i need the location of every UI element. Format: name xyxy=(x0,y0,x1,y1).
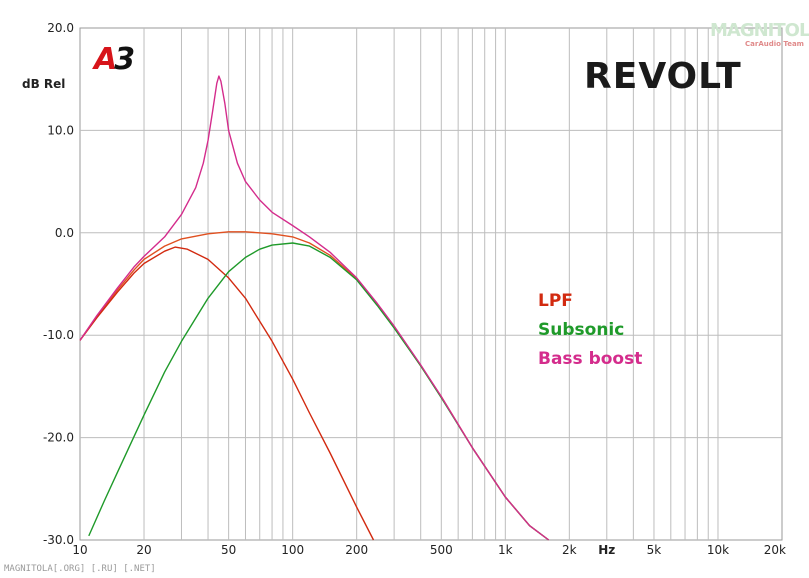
logo-digit: 3 xyxy=(114,42,135,77)
x-tick-label: 500 xyxy=(430,543,453,557)
x-tick-label: Hz xyxy=(598,543,615,557)
legend-item-subsonic: Subsonic xyxy=(538,320,625,340)
x-tick-label: 100 xyxy=(281,543,304,557)
y-tick-label: -10.0 xyxy=(43,328,74,342)
y-tick-label: -20.0 xyxy=(43,431,74,445)
x-tick-label: 200 xyxy=(345,543,368,557)
x-tick-label: 1k xyxy=(498,543,513,557)
legend: LPF Subsonic Bass boost xyxy=(538,287,642,374)
x-tick-label: 50 xyxy=(221,543,236,557)
y-axis-ticks: 20.0 10.0 0.0 -10.0 -20.0 -30.0 xyxy=(43,21,74,547)
curve-bass-boost xyxy=(79,75,550,541)
logo-letter: A xyxy=(94,42,117,77)
brand-title: REVOLT xyxy=(584,56,742,97)
y-tick-label: -30.0 xyxy=(43,533,74,547)
curve-subsonic xyxy=(88,242,550,541)
y-axis-label: dB Rel xyxy=(22,77,65,91)
a3-logo: A3 xyxy=(94,42,135,77)
curves xyxy=(79,75,550,541)
y-tick-label: 0.0 xyxy=(55,226,74,240)
curve-lpf xyxy=(79,246,375,541)
footer-watermark: MAGNITOLA[.ORG] [.RU] [.NET] xyxy=(4,564,156,574)
grid xyxy=(79,27,783,541)
legend-item-bass-boost: Bass boost xyxy=(538,349,643,369)
x-axis-ticks: 10 20 50 100 200 500 1k 2k Hz 5k 10k 20k xyxy=(72,543,786,557)
y-tick-label: 20.0 xyxy=(47,21,74,35)
plot-frame xyxy=(79,27,783,541)
x-tick-label: 10 xyxy=(72,543,87,557)
x-tick-label: 20k xyxy=(764,543,786,557)
y-tick-label: 10.0 xyxy=(47,123,74,137)
x-tick-label: 20 xyxy=(136,543,151,557)
legend-item-lpf: LPF xyxy=(538,291,573,311)
watermark-logo: MAGNITOLA xyxy=(710,20,809,41)
curve-flat xyxy=(79,231,550,541)
watermark-subtitle: CarAudio Team xyxy=(745,40,804,48)
x-tick-label: 5k xyxy=(647,543,662,557)
x-tick-label: 2k xyxy=(562,543,577,557)
x-tick-label: 10k xyxy=(707,543,729,557)
